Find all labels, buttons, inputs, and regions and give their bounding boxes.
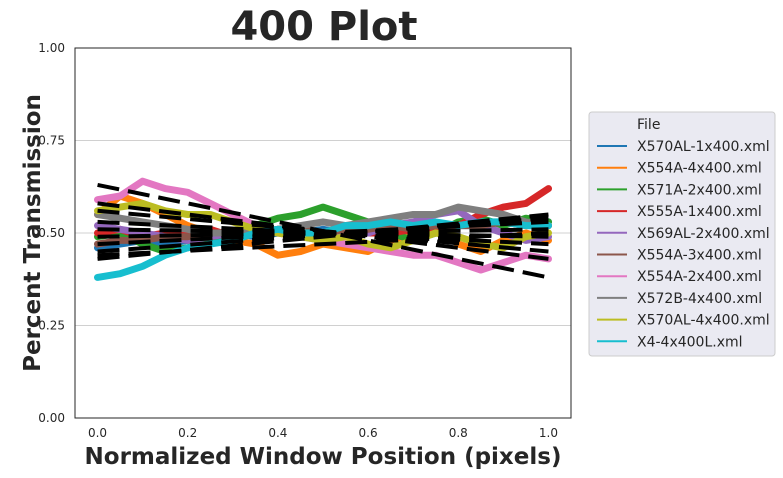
legend-items: X570AL-1x400.xml X554A-4x400.xml X571A-2x4…	[597, 139, 770, 350]
legend-label: X554A-3x400.xml	[637, 248, 762, 264]
fit-lines-layer	[97, 182, 549, 280]
legend-label: X555A-1x400.xml	[637, 204, 762, 220]
legend-label: X4-4x400L.xml	[637, 334, 743, 350]
legend-box	[588, 111, 776, 357]
y-ticks: 0.00 0.25 0.50 0.75 1.00	[38, 41, 65, 425]
legend-label: X570AL-4x400.xml	[637, 313, 770, 329]
legend-title: File	[637, 117, 660, 133]
legend-label: X554A-4x400.xml	[637, 161, 762, 177]
x-tick-label: 0.6	[359, 426, 378, 440]
y-tick-label: 0.25	[38, 319, 65, 333]
x-ticks: 0.0 0.2 0.4 0.6 0.8 1.0	[88, 426, 558, 440]
fit-line-10	[97, 231, 549, 258]
x-tick-label: 0.0	[88, 426, 107, 440]
plot-frame	[74, 47, 572, 419]
y-tick-label: 0.50	[38, 226, 65, 240]
y-tick-label: 0.00	[38, 411, 65, 425]
x-tick-label: 0.2	[178, 426, 197, 440]
legend-label: X569AL-2x400.xml	[637, 226, 770, 242]
x-tick-label: 0.4	[268, 426, 287, 440]
y-tick-label: 0.75	[38, 134, 65, 148]
legend-label: X571A-2x400.xml	[637, 182, 762, 198]
x-tick-label: 1.0	[539, 426, 558, 440]
legend-label: X570AL-1x400.xml	[637, 139, 770, 155]
legend: File X570AL-1x400.xml X554A-4x400.xml X571…	[588, 111, 776, 357]
y-tick-label: 1.00	[38, 41, 65, 55]
legend-label: X572B-4x400.xml	[637, 291, 762, 307]
legend-label: X554A-2x400.xml	[637, 269, 762, 285]
x-axis-label: Normalized Window Position (pixels)	[85, 444, 562, 470]
x-tick-label: 0.8	[449, 426, 468, 440]
chart-title: 400 Plot	[230, 4, 417, 50]
y-axis-label: Percent Transmission	[20, 94, 46, 372]
